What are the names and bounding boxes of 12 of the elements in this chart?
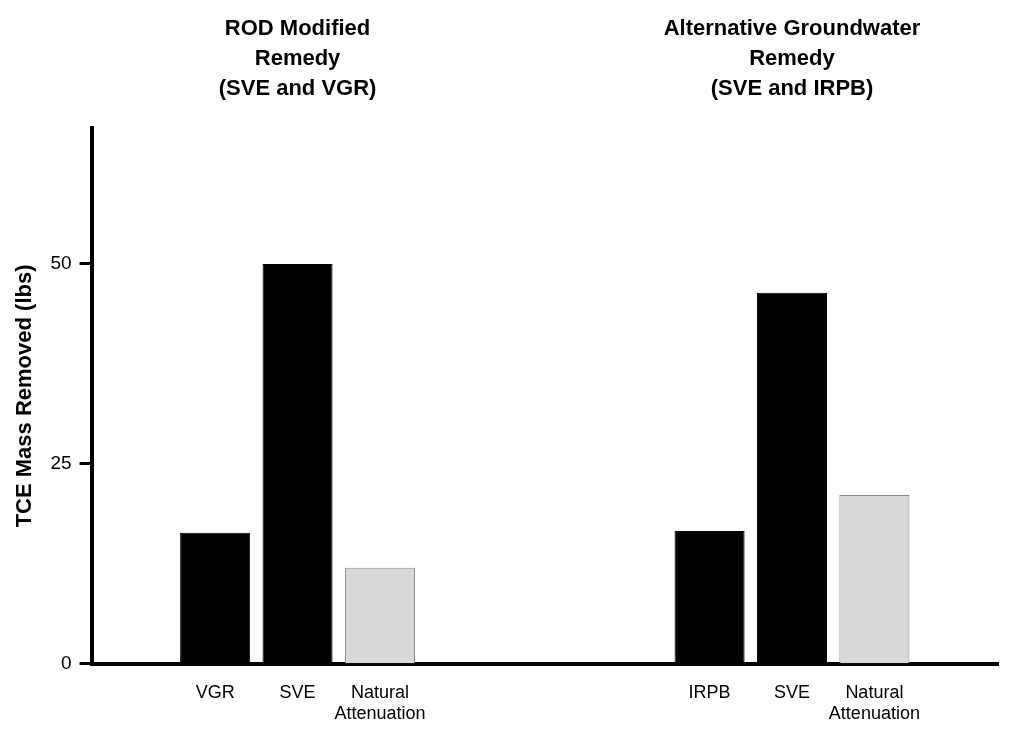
y-axis-title: TCE Mass Removed (lbs)	[11, 264, 37, 528]
x-tick-label: Natural Attenuation	[334, 681, 426, 724]
text: Alternative Groundwater Remedy (SVE and IRPB)	[663, 15, 921, 101]
y-tick-label: 50	[50, 252, 72, 274]
x-tick-label: Natural Attenuation	[828, 681, 920, 724]
text: ROD Modified Remedy (SVE and VGR)	[218, 15, 377, 101]
x-tick-label: SVE	[773, 681, 810, 702]
x-tick-label: VGR	[195, 681, 235, 702]
y-tick-label: 25	[50, 452, 72, 474]
x-tick-label: SVE	[279, 681, 316, 702]
x-tick-label: IRPB	[688, 681, 731, 702]
y-tick-label: 0	[60, 652, 72, 674]
